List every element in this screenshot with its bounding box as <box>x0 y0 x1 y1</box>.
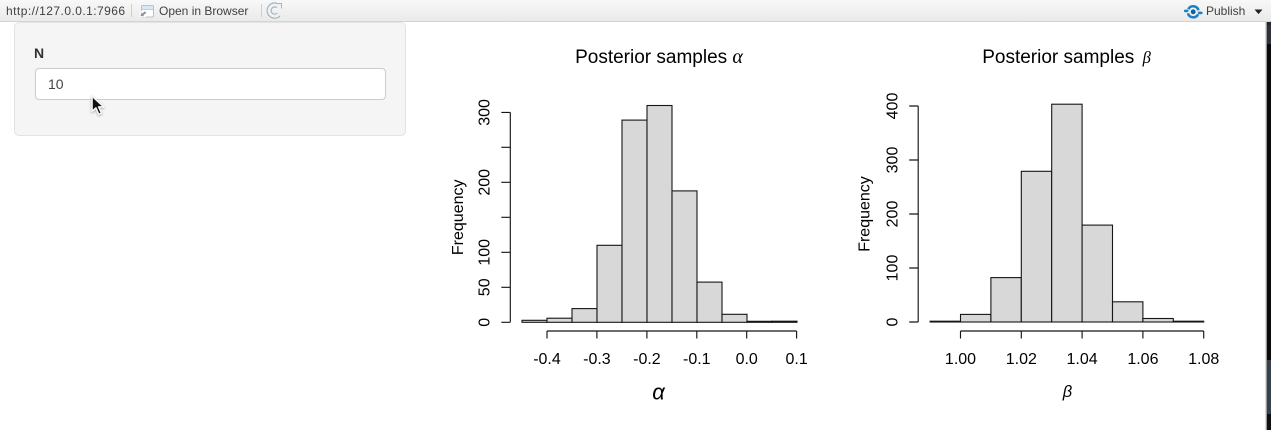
svg-text:300: 300 <box>477 99 494 126</box>
svg-text:400: 400 <box>885 93 902 120</box>
svg-text:1.00: 1.00 <box>945 351 976 368</box>
svg-text:α: α <box>652 380 666 405</box>
svg-text:0.0: 0.0 <box>736 351 758 368</box>
svg-text:200: 200 <box>885 201 902 228</box>
svg-text:0: 0 <box>477 318 494 327</box>
svg-text:Posterior samples α: Posterior samples α <box>575 46 743 68</box>
svg-text:100: 100 <box>885 255 902 282</box>
svg-text:1.02: 1.02 <box>1006 351 1037 368</box>
svg-text:-0.2: -0.2 <box>633 351 661 368</box>
svg-text:300: 300 <box>885 147 902 174</box>
svg-text:Frequency: Frequency <box>857 176 874 252</box>
svg-text:β: β <box>1062 383 1073 401</box>
svg-text:-0.1: -0.1 <box>683 351 711 368</box>
svg-text:0: 0 <box>885 317 902 326</box>
svg-text:200: 200 <box>477 169 494 196</box>
svg-text:1.06: 1.06 <box>1127 351 1158 368</box>
svg-text:-0.3: -0.3 <box>583 351 611 368</box>
svg-text:50: 50 <box>477 278 494 296</box>
svg-text:1.04: 1.04 <box>1067 351 1098 368</box>
svg-text:-0.4: -0.4 <box>533 351 561 368</box>
svg-text:1.08: 1.08 <box>1188 351 1219 368</box>
svg-text:Posterior samples β: Posterior samples β <box>982 47 1151 68</box>
svg-text:Frequency: Frequency <box>450 180 467 256</box>
svg-text:100: 100 <box>477 239 494 266</box>
svg-text:0.1: 0.1 <box>785 351 807 368</box>
